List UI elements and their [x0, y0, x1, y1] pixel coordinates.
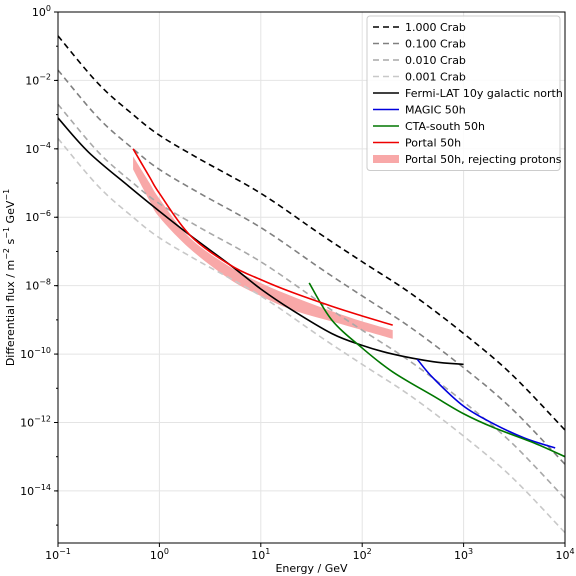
- y-tick-label: 10−6: [25, 209, 51, 224]
- fermi-lat-10y-galactic-north-line: [57, 117, 464, 366]
- 0-010-crab-line: [57, 103, 566, 500]
- x-tick-label: 10−1: [45, 547, 71, 562]
- magic-50h-line: [416, 358, 556, 449]
- legend-label-portal-50h: Portal 50h: [405, 137, 461, 150]
- plot-frame: [57, 11, 566, 544]
- legend-label-0-100-crab: 0.100 Crab: [405, 38, 466, 51]
- portal-50h-rejecting-protons-band: [133, 156, 393, 339]
- y-tick-label: 10−4: [25, 141, 51, 156]
- x-tick-label: 104: [555, 547, 574, 562]
- portal-50h-line: [132, 148, 393, 326]
- 1-000-crab-line: [57, 35, 566, 431]
- y-tick-label: 10−14: [20, 483, 51, 498]
- 0-001-crab-line: [57, 138, 566, 534]
- x-tick-label: 100: [150, 547, 169, 562]
- y-axis-label: Differential flux / m−2 s−1 GeV−1: [2, 189, 17, 366]
- x-tick-label: 102: [353, 547, 372, 562]
- y-tick-label: 100: [32, 4, 51, 19]
- bands: [133, 156, 393, 339]
- legend-swatch-portal-50h-rejecting-protons: [373, 155, 399, 163]
- legend-label-fermi-lat-10y-galactic-north: Fermi-LAT 10y galactic north: [405, 87, 563, 100]
- legend-label-1-000-crab: 1.000 Crab: [405, 21, 466, 34]
- x-axis-label: Energy / GeV: [275, 562, 348, 575]
- y-tick-label: 10−12: [20, 414, 51, 429]
- cta-south-50h-line: [308, 282, 566, 458]
- x-tick-label: 101: [251, 547, 270, 562]
- x-tick-label: 103: [454, 547, 473, 562]
- legend-box: [366, 15, 561, 171]
- legend-label-0-001-crab: 0.001 Crab: [405, 71, 466, 84]
- y-tick-label: 10−8: [25, 278, 51, 293]
- legend-label-cta-south-50h: CTA-south 50h: [405, 120, 485, 133]
- legend-label-magic-50h: MAGIC 50h: [405, 104, 466, 117]
- series-lines: [57, 35, 566, 534]
- legend-label-portal-50h-rejecting-protons: Portal 50h, rejecting protons: [405, 153, 562, 166]
- legend: 1.000 Crab 0.100 Crab 0.010 Crab 0.001 Crab…: [366, 15, 563, 171]
- legend-label-0-010-crab: 0.010 Crab: [405, 54, 466, 67]
- y-tick-label: 10−2: [25, 72, 51, 87]
- ticks: 10−1 100 101 102 103 104 100 10−2 10−4 10−6 10−8 10…: [20, 4, 574, 562]
- 0-100-crab-line: [57, 69, 566, 465]
- y-tick-label: 10−10: [20, 346, 51, 361]
